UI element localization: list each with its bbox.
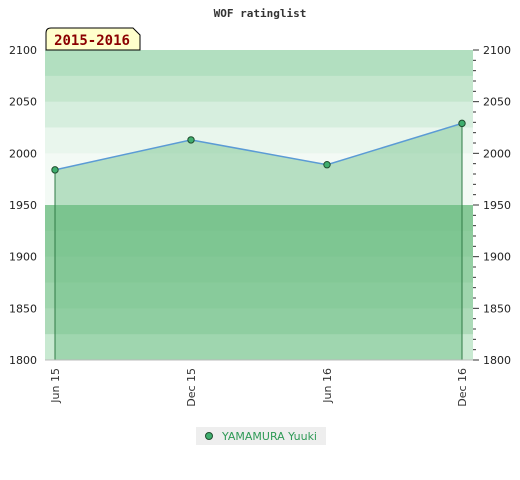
x-axis: Jun 15 Dec 15 Jun 16 Dec 16 <box>49 368 469 407</box>
y-tick-label-left: 1950 <box>9 199 37 212</box>
y-tick-label-left: 1800 <box>9 354 37 367</box>
x-tick-label: Jun 16 <box>321 368 334 404</box>
background-band <box>45 50 473 77</box>
y-tick-label-left: 1850 <box>9 302 37 315</box>
legend-series-name: YAMAMURA Yuuki <box>222 429 317 443</box>
data-point <box>187 136 195 144</box>
background-band <box>45 179 473 206</box>
data-point <box>51 166 59 174</box>
x-tick-label: Dec 15 <box>185 368 198 407</box>
data-point <box>458 119 466 128</box>
background-band <box>45 75 473 103</box>
drop-lines <box>54 123 463 360</box>
y-tick-label-left: 1900 <box>9 251 37 264</box>
background-band <box>45 256 473 283</box>
y-tick-label-right: 1850 <box>483 302 511 315</box>
background-band <box>45 205 473 232</box>
x-tick-label: Dec 16 <box>456 368 469 407</box>
legend-marker-icon <box>205 432 213 440</box>
y-tick-label-right: 1950 <box>483 199 511 212</box>
data-point <box>323 161 331 169</box>
y-tick-label-right: 2100 <box>483 44 511 57</box>
y-axis-right: 1800 1850 1900 1950 2000 2050 2100 <box>483 44 511 367</box>
y-tick-label-left: 2100 <box>9 44 37 57</box>
y-tick-label-right: 2000 <box>483 147 511 160</box>
series-area <box>55 123 462 360</box>
y-axis-left: 1800 1850 1900 1950 2000 2050 2100 <box>9 44 37 367</box>
period-label: 2015-2016 <box>54 33 130 49</box>
background-band <box>45 101 473 128</box>
y-tick-label-left: 2000 <box>9 147 37 160</box>
background-band <box>45 282 473 309</box>
series-area-fill <box>55 123 462 360</box>
legend: YAMAMURA Yuuki <box>196 427 326 445</box>
y-tick-label-right: 1900 <box>483 251 511 264</box>
y-tick-label-right: 1800 <box>483 354 511 367</box>
series-line-path <box>54 122 463 171</box>
background-band <box>45 334 473 361</box>
background-bands <box>45 50 473 361</box>
background-band <box>45 230 473 258</box>
background-band <box>45 153 473 180</box>
chart-title: WOF ratinglist <box>214 7 307 20</box>
y-tick-label-left: 2050 <box>9 96 37 109</box>
series-points <box>51 119 466 174</box>
axes <box>45 49 479 361</box>
background-band <box>45 127 473 154</box>
y-tick-label-right: 2050 <box>483 96 511 109</box>
x-tick-label: Jun 15 <box>49 368 62 404</box>
series-line <box>54 122 463 171</box>
background-band <box>45 308 473 335</box>
period-badge: 2015-2016 <box>45 27 141 51</box>
